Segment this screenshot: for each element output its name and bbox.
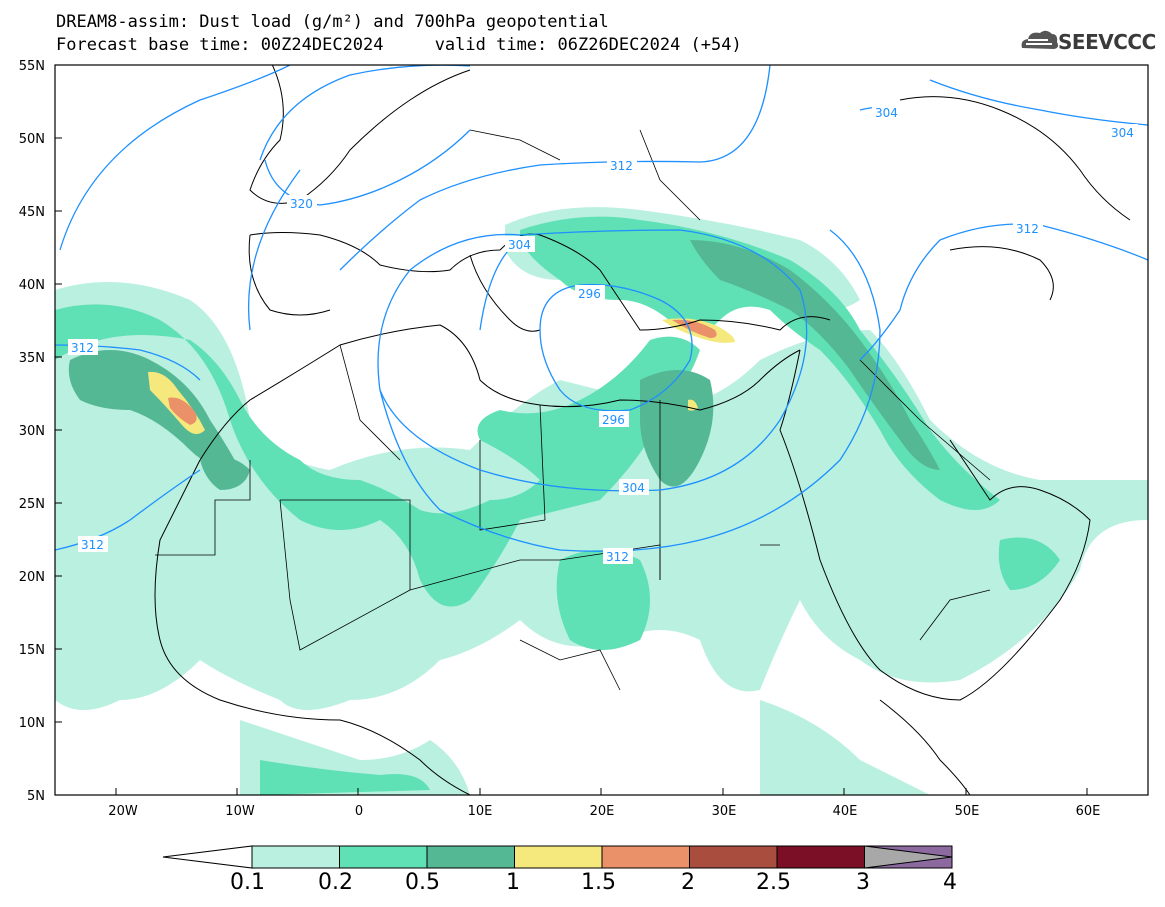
- lat-label: 30N: [19, 424, 45, 439]
- contour-label: 304: [1111, 126, 1134, 140]
- contour-labels: 304 304 320 312 312 304 312 296 296 304 …: [68, 104, 1138, 564]
- colorbar-outline: [251, 845, 953, 869]
- contour-label: 312: [606, 550, 629, 564]
- lat-label: 45N: [19, 205, 45, 220]
- lon-ticks: [115, 788, 1088, 795]
- lat-label: 25N: [19, 497, 45, 512]
- contour-label: 312: [610, 159, 633, 173]
- colorbar-cell: [514, 845, 603, 869]
- lat-label: 15N: [19, 643, 45, 658]
- title-line-1: DREAM8-assim: Dust load (g/m²) and 700hP…: [56, 12, 609, 32]
- lon-label: 10W: [225, 804, 255, 819]
- lat-label: 35N: [19, 351, 45, 366]
- contour-label: 296: [578, 287, 601, 301]
- contour-label: 312: [81, 538, 104, 552]
- colorbar-high-arrow: [864, 845, 953, 869]
- colorbar-tick-label: 2: [681, 870, 695, 895]
- colorbar-cell: [776, 845, 865, 869]
- lon-label: 50E: [955, 804, 980, 819]
- lon-label: 10E: [468, 804, 493, 819]
- lat-label: 20N: [19, 570, 45, 585]
- contour-label: 312: [1016, 222, 1039, 236]
- colorbar-cell: [689, 845, 778, 869]
- dust-shading-medium: [55, 216, 1060, 795]
- colorbar-cell: [601, 845, 690, 869]
- contour-label: 304: [875, 106, 898, 120]
- lat-label: 55N: [19, 59, 45, 74]
- colorbar-tick-label: 4: [943, 870, 957, 895]
- colorbar-tick-label: 0.2: [318, 870, 353, 895]
- colorbar-cell: [339, 845, 428, 869]
- lat-label: 50N: [19, 132, 45, 147]
- lat-label: 5N: [27, 789, 45, 804]
- colorbar-cells: [251, 845, 953, 869]
- lon-labels: 20W 10W 0 10E 20E 30E 40E 50E 60E: [108, 804, 1100, 819]
- coastlines: [154, 65, 1131, 795]
- lat-label: 40N: [19, 278, 45, 293]
- lon-label: 0: [355, 804, 363, 819]
- colorbar-tick-label: 1: [506, 870, 520, 895]
- colorbar-tick-label: 0.1: [230, 870, 265, 895]
- colorbar-tick-label: 3: [856, 870, 870, 895]
- title-line-2: Forecast base time: 00Z24DEC2024 valid t…: [56, 35, 742, 55]
- cloud-logo-icon: [1021, 30, 1058, 49]
- contour-label: 320: [290, 197, 313, 211]
- lat-label: 10N: [19, 716, 45, 731]
- lat-ticks: [55, 64, 62, 796]
- dust-shading-dark: [68, 240, 940, 490]
- contour-label: 312: [71, 341, 94, 355]
- colorbar-low-arrow: [162, 845, 253, 869]
- lat-labels: 55N 50N 45N 40N 35N 30N 25N 20N 15N 10N …: [19, 59, 45, 804]
- lon-label: 20W: [108, 804, 138, 819]
- lon-label: 40E: [833, 804, 858, 819]
- lon-label: 30E: [712, 804, 737, 819]
- colorbar-cell: [426, 845, 515, 869]
- colorbar-tick-label: 0.5: [405, 870, 440, 895]
- lon-label: 60E: [1076, 804, 1101, 819]
- contour-label: 304: [508, 238, 531, 252]
- colorbar-tick-label: 2.5: [756, 870, 791, 895]
- colorbar-tick-label: 1.5: [581, 870, 616, 895]
- lon-label: 20E: [590, 804, 615, 819]
- contour-label: 296: [602, 413, 625, 427]
- colorbar-cell: [251, 845, 340, 869]
- logo-text: SEEVCCC: [1058, 30, 1156, 54]
- dust-hotspots: [148, 318, 735, 434]
- contour-label: 304: [622, 481, 645, 495]
